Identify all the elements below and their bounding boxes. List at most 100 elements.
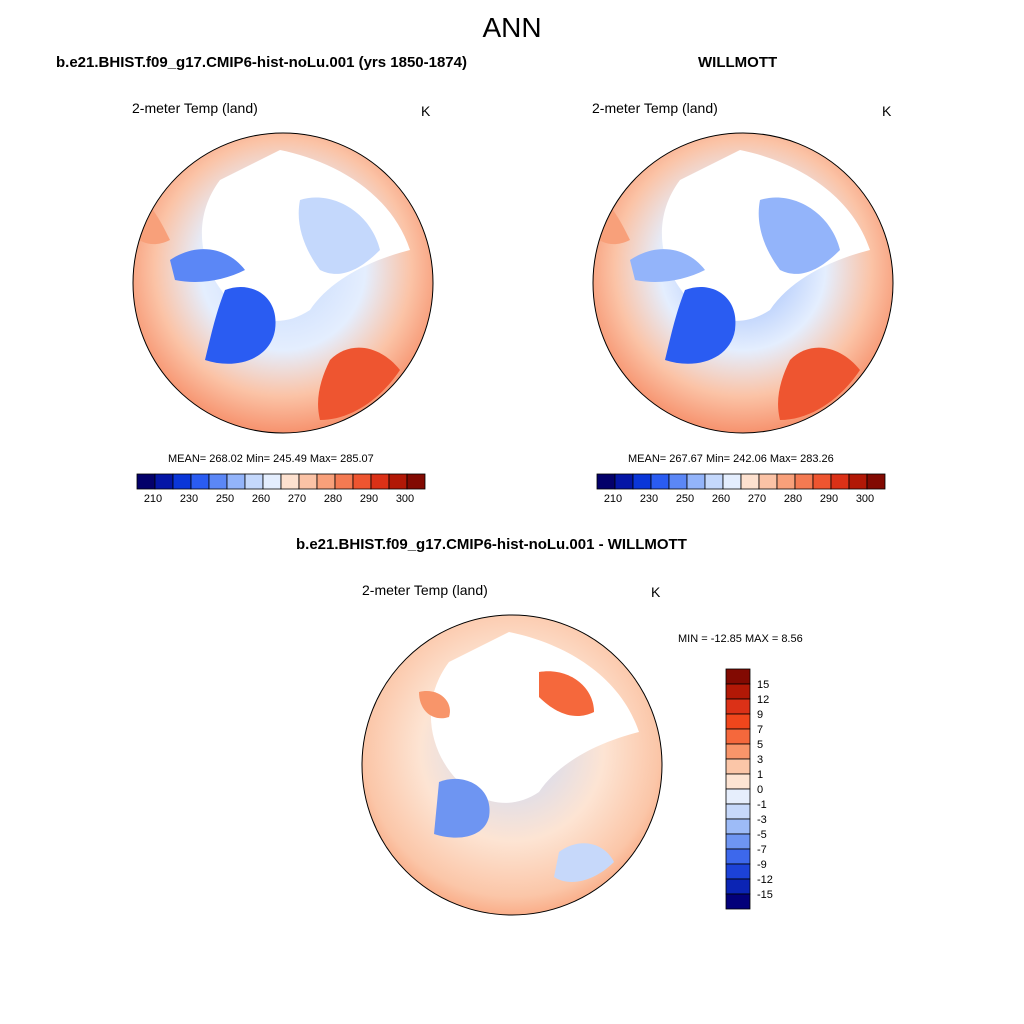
panel2-colorbar-box (812, 473, 832, 490)
panel1-colorbar-box (190, 473, 210, 490)
panel1-colorbar-box (298, 473, 318, 490)
panel3-colorbar-tick-label: -5 (757, 829, 767, 841)
panel1-colorbar-tick-label: 250 (216, 493, 234, 505)
panel1-colorbar-box (208, 473, 228, 490)
panel3-colorbar-tick-label: -7 (757, 844, 767, 856)
panel1-siberia (298, 197, 380, 274)
panel1-colorbar-box (370, 473, 390, 490)
panel2-colorbar-tick-label: 280 (784, 493, 802, 505)
panel1-colorbar-box (406, 473, 426, 490)
panel2-colorbar-box (722, 473, 742, 490)
panel1-colorbar-box (172, 473, 192, 490)
panel2-colorbar-box (830, 473, 850, 490)
panel3-colorbar-tick-label: -9 (757, 859, 767, 871)
panel3-colorbar-tick-label: 15 (757, 679, 769, 691)
panel1-colorbar-box (388, 473, 408, 490)
panel3-colorbar-box (725, 728, 751, 745)
panel3-map-border (361, 614, 663, 916)
panel2-archipelago (630, 249, 705, 282)
panel1-stats: MEAN= 268.02 Min= 245.49 Max= 285.07 (168, 453, 374, 465)
panel3-title: b.e21.BHIST.f09_g17.CMIP6-hist-noLu.001 … (296, 536, 687, 553)
panel2-colorbar-box (632, 473, 652, 490)
panel2-greenland (665, 286, 736, 364)
panel2-colorbar-box (848, 473, 868, 490)
panel3-europe-cool (554, 843, 614, 882)
panel3-colorbar-box (725, 878, 751, 895)
panel1-colorbar-ticks: 210 230 250 260 270 280 290 300 (144, 493, 414, 505)
panel3-colorbar-box (725, 818, 751, 835)
panel2-title: WILLMOTT (698, 54, 778, 71)
panel2-polar-map (592, 132, 894, 434)
panel1-colorbar-box (136, 473, 156, 490)
panel3-colorbar-tick-label: 9 (757, 709, 763, 721)
panel1-colorbar-box (262, 473, 282, 490)
panel3-colorbar-tick-label: 5 (757, 739, 763, 751)
panel1-colorbar-tick-label: 280 (324, 493, 342, 505)
panel2-variable-label: 2-meter Temp (land) (592, 100, 718, 116)
panel2-colorbar-box (794, 473, 814, 490)
panel2-colorbar-box (596, 473, 616, 490)
panel3-stats: MIN = -12.85 MAX = 8.56 (678, 633, 803, 645)
panel3-colorbar-tick-label: 7 (757, 724, 763, 736)
panel2-colorbar-box (650, 473, 670, 490)
panel3-colorbar-box (725, 773, 751, 790)
panel1-colorbar-box (154, 473, 174, 490)
panel3-polar-map (361, 614, 663, 916)
panel1-colorbar-tick-label: 300 (396, 493, 414, 505)
panel1-colorbar-tick-label: 290 (360, 493, 378, 505)
panel2-colorbar-box (740, 473, 760, 490)
panel3-colorbar-box (725, 788, 751, 805)
panel2-colorbar-box (758, 473, 778, 490)
panel1-colorbar-tick-label: 210 (144, 493, 162, 505)
panel2-siberia (758, 197, 840, 274)
panel3-colorbar-box (725, 803, 751, 820)
panel3-colorbar-tick-label: -3 (757, 814, 767, 826)
panel1-europe (318, 347, 400, 420)
panel2-colorbar-box (776, 473, 796, 490)
panel1-colorbar-tick-label: 270 (288, 493, 306, 505)
panel3-colorbar-ticks: 15 12 9 7 5 3 1 0 -1 -3 -5 -7 -9 -12 -15 (757, 679, 773, 901)
panel2-colorbar-box (866, 473, 886, 490)
panel3-colorbar-box (725, 893, 751, 910)
panel2-colorbar-tick-label: 270 (748, 493, 766, 505)
panel1-colorbar-box (244, 473, 264, 490)
panel3-colorbar-tick-label: 3 (757, 754, 763, 766)
figure-title: ANN (482, 12, 542, 43)
panel1-greenland (205, 286, 276, 364)
panel1-colorbar-box (226, 473, 246, 490)
panel1-polar-map (132, 132, 434, 434)
panel3-colorbar-boxes (725, 668, 751, 910)
panel2-map-border (592, 132, 894, 434)
panel2-stats: MEAN= 267.67 Min= 242.06 Max= 283.26 (628, 453, 834, 465)
panel3-colorbar-tick-label: -12 (757, 874, 773, 886)
panel3-colorbar-box (725, 863, 751, 880)
panel1-colorbar-box (334, 473, 354, 490)
panel3-ocean-arctic (430, 632, 639, 803)
panel3-colorbar-box (725, 698, 751, 715)
panel2-colorbar-tick-label: 290 (820, 493, 838, 505)
panel1-colorbar-box (280, 473, 300, 490)
panel1-colorbar-box (316, 473, 336, 490)
panel2-colorbar-tick-label: 250 (676, 493, 694, 505)
panel3-variable-label: 2-meter Temp (land) (362, 582, 488, 598)
panel3-alaska-warm (419, 691, 450, 719)
panel2-colorbar-boxes (596, 473, 886, 490)
panel2-colorbar-box (668, 473, 688, 490)
panel2-colorbar-box (614, 473, 634, 490)
panel3-greenland (434, 778, 490, 838)
panel3-colorbar-box (725, 668, 751, 685)
panel3-colorbar-box (725, 683, 751, 700)
panel3-siberia-warm (539, 671, 594, 717)
panel3-colorbar-box (725, 833, 751, 850)
panel1-variable-label: 2-meter Temp (land) (132, 100, 258, 116)
panel2-units-label: K (882, 103, 892, 119)
panel3-colorbar-tick-label: 0 (757, 784, 763, 796)
panel3-colorbar-tick-label: 1 (757, 769, 763, 781)
panel2-colorbar-tick-label: 300 (856, 493, 874, 505)
panel3-colorbar-tick-label: -15 (757, 889, 773, 901)
panel3-colorbar-tick-label: 12 (757, 694, 769, 706)
panel1-map-border (132, 132, 434, 434)
panel1-colorbar-tick-label: 260 (252, 493, 270, 505)
panel2-colorbar-box (704, 473, 724, 490)
panel1-archipelago (170, 249, 245, 282)
